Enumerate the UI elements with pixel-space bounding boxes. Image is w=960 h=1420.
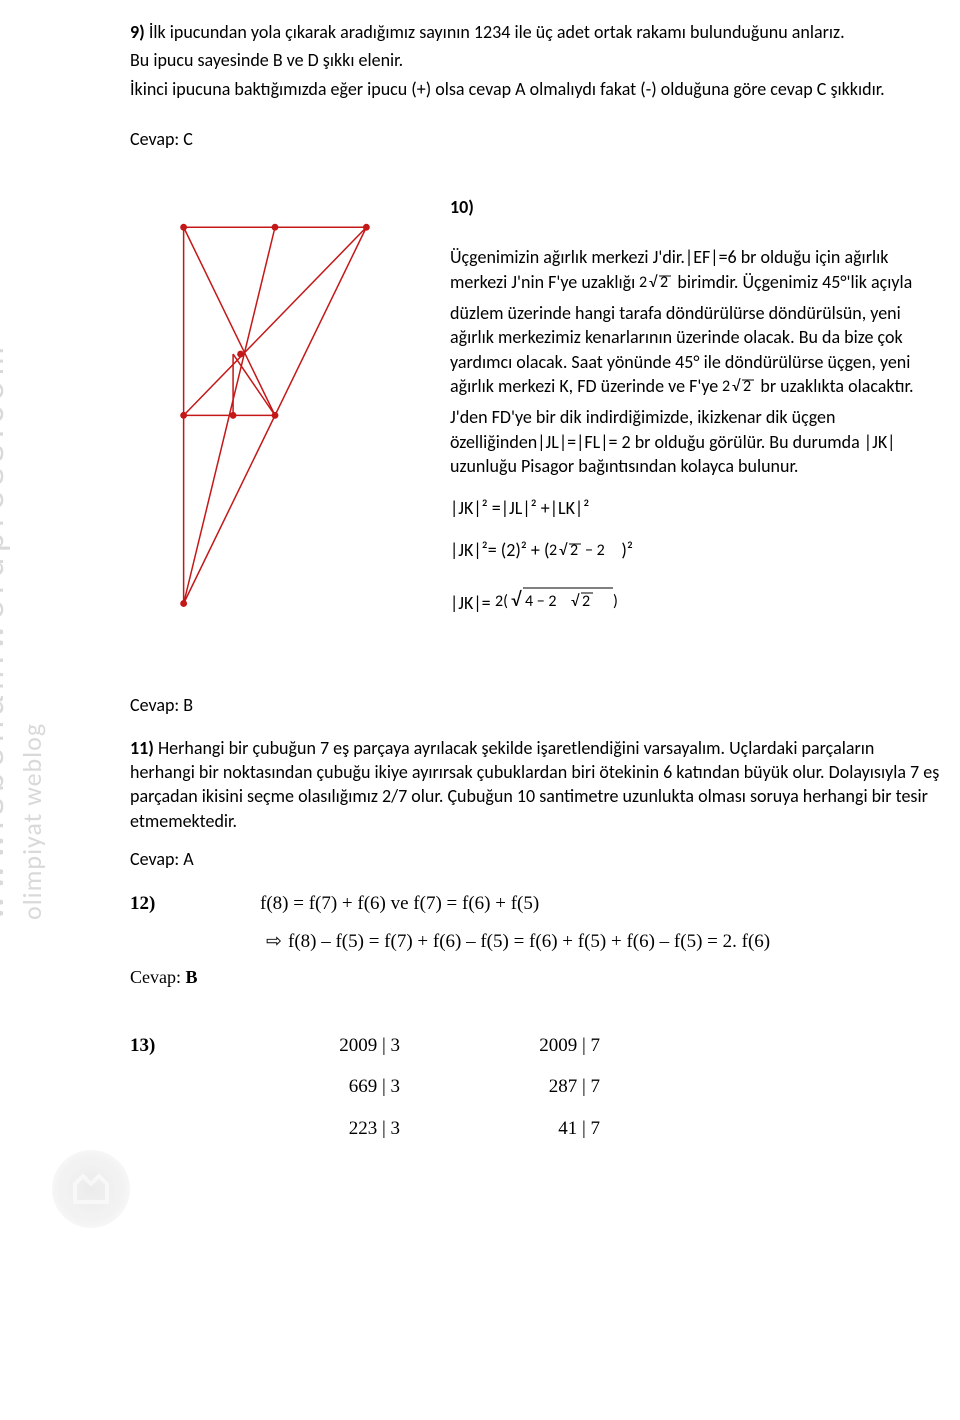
q9-answer: Cevap: C	[130, 127, 940, 151]
svg-text:2: 2	[549, 541, 557, 559]
q10-eq1: |JK|² =|JL|² +|LK|²	[450, 496, 940, 520]
q9-label: 9)	[130, 21, 145, 43]
svg-text:2: 2	[743, 377, 751, 395]
q10-eq2: |JK|²= (2)² + (2√2− 2)²	[450, 538, 940, 565]
svg-text:2(: 2(	[495, 592, 508, 611]
q10-label: 10)	[450, 195, 940, 219]
q12-eq2: f(8) – f(5) = f(7) + f(6) – f(5) = f(6) …	[288, 931, 770, 952]
svg-text:2: 2	[582, 592, 590, 611]
q13-label: 13)	[130, 1035, 155, 1056]
q10-text: 10) Üçgenimizin ağırlık merkezi J'dir.|E…	[430, 195, 940, 622]
q12-label: 12)	[130, 893, 155, 914]
svg-text:√: √	[559, 541, 568, 559]
q11-text: 11) Herhangi bir çubuğun 7 eş parçaya ay…	[130, 736, 940, 833]
svg-text:): )	[613, 592, 618, 611]
svg-text:√: √	[571, 592, 580, 611]
svg-text:√: √	[649, 273, 658, 291]
q12-eq1: f(8) = f(7) + f(6) ve f(7) = f(6) + f(5)	[260, 891, 539, 917]
svg-text:4 − 2: 4 − 2	[525, 592, 556, 611]
svg-text:− 2: − 2	[585, 541, 605, 559]
svg-text:2: 2	[722, 377, 730, 395]
q9-line2: Bu ipucu sayesinde B ve D şıkkı elenir.	[130, 48, 940, 72]
svg-text:√: √	[732, 377, 741, 395]
q11-answer: Cevap: A	[130, 847, 940, 871]
watermark-url: www.sbelian.wordpress.com	[0, 341, 16, 920]
q9-line3: İkinci ipucuna baktığımızda eğer ipucu (…	[130, 77, 940, 101]
arrow-icon: ⇨	[260, 929, 288, 955]
q13-col2: 2009 | 7 287 | 7 41 | 7	[460, 1033, 660, 1158]
q12-answer: Cevap: B	[130, 965, 940, 989]
q10-figure	[130, 195, 430, 631]
svg-text:2: 2	[639, 273, 647, 291]
math-2sqrt2-1: 2√2	[639, 273, 673, 297]
svg-text:2: 2	[570, 541, 578, 559]
watermark-sub: olimpiyat weblog	[15, 723, 50, 920]
math-2sqrt2-minus2: 2√2 − 2	[549, 541, 621, 565]
q10-eq3: |JK|= 2(√4 − 2√2)	[450, 584, 940, 618]
math-2sqrt2-2: 2√2	[722, 377, 756, 401]
q13-col1: 2009 | 3 669 | 3 223 | 3	[260, 1033, 460, 1158]
q9-text: 9) İlk ipucundan yola çıkarak aradığımız…	[130, 20, 940, 44]
svg-text:√: √	[511, 588, 522, 612]
watermark-badge	[52, 1150, 130, 1228]
page-content: 9) İlk ipucundan yola çıkarak aradığımız…	[130, 20, 940, 1158]
q11-label: 11)	[130, 737, 154, 759]
svg-text:2: 2	[660, 273, 668, 291]
q10-answer: Cevap: B	[130, 693, 940, 717]
math-big-root: 2(√4 − 2√2)	[495, 584, 625, 618]
